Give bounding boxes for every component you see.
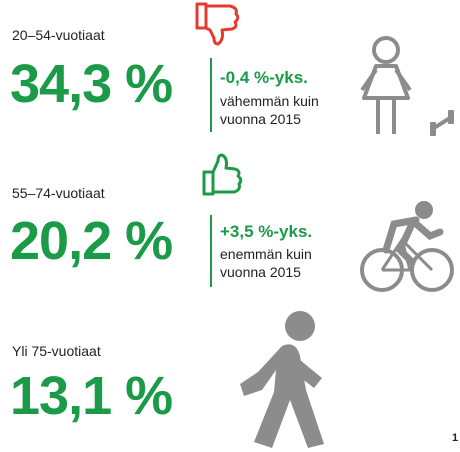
dumbbell-icon xyxy=(430,110,454,136)
note: enemmän kuin xyxy=(220,246,312,262)
percentage: 34,3 % xyxy=(10,54,173,114)
cyclist-icon xyxy=(360,201,454,292)
woman-icon xyxy=(360,36,412,134)
walker-icon xyxy=(240,311,324,448)
divider xyxy=(210,215,212,287)
change: +3,5 %-yks. xyxy=(220,222,313,241)
age-label: 55–74-vuotiaat xyxy=(12,185,105,201)
age-label: Yli 75-vuotiaat xyxy=(12,343,101,359)
thumbs-up-icon xyxy=(202,153,243,196)
divider xyxy=(210,58,212,132)
thumbs-down-icon xyxy=(195,2,240,46)
change: -0,4 %-yks. xyxy=(220,68,308,87)
age-label: 20–54-vuotiaat xyxy=(12,27,105,43)
page-number: 1 xyxy=(452,432,459,444)
note: vähemmän kuin xyxy=(220,93,319,109)
note: vuonna 2015 xyxy=(220,264,301,280)
percentage: 13,1 % xyxy=(10,366,173,426)
note: vuonna 2015 xyxy=(220,111,301,127)
percentage: 20,2 % xyxy=(10,211,173,271)
